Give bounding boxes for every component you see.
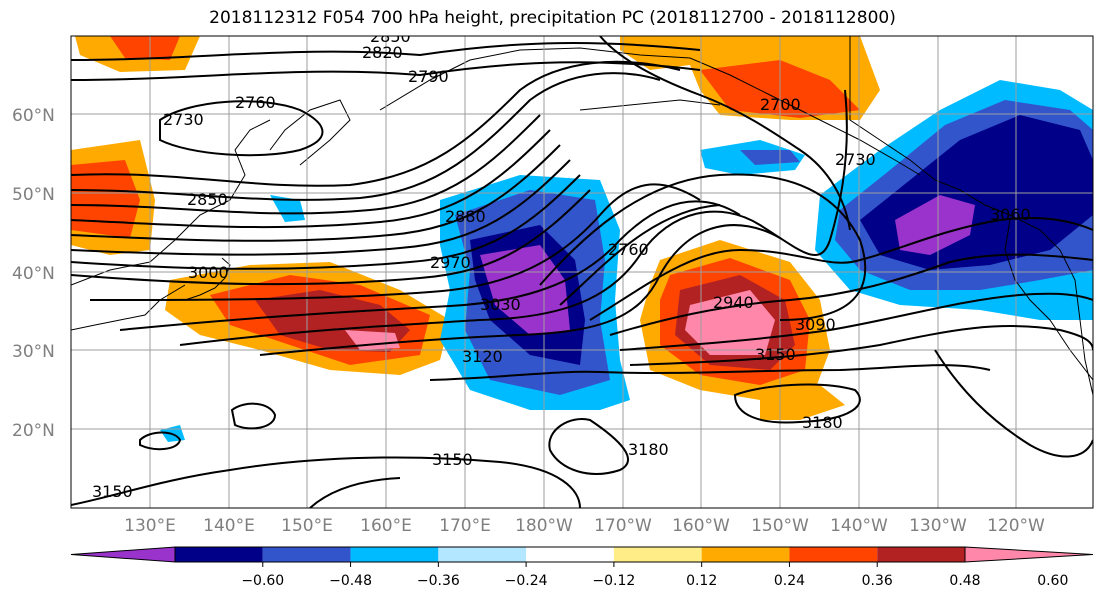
colorbar-tick-label: −0.36 bbox=[417, 573, 460, 589]
colorbar-tick-label: −0.60 bbox=[241, 573, 284, 589]
lon-label: 170°W bbox=[594, 516, 652, 536]
contour-label: 3150 bbox=[432, 450, 473, 469]
contour-label: 2850 bbox=[370, 27, 411, 46]
contour-label: 2790 bbox=[408, 67, 449, 86]
colorbar-segment bbox=[613, 547, 702, 562]
contour-label: 2730 bbox=[835, 150, 876, 169]
colorbar-tick-label: 0.60 bbox=[1037, 573, 1068, 589]
lon-label: 130°E bbox=[124, 516, 176, 536]
contour-label: 3180 bbox=[802, 413, 843, 432]
lat-label-50n: 50°N bbox=[12, 185, 55, 205]
contour-label: 2880 bbox=[445, 207, 486, 226]
longitude-labels: 130°E 140°E 150°E 160°E 170°E 180°W 170°… bbox=[124, 516, 1045, 536]
lon-label: 150°W bbox=[751, 516, 809, 536]
lon-label: 170°E bbox=[439, 516, 491, 536]
colorbar: −0.60 −0.48 −0.36 −0.24 −0.12 0.12 0.24 … bbox=[70, 546, 1094, 589]
colorbar-tick-label: 0.36 bbox=[862, 573, 893, 589]
contour-label: 3090 bbox=[795, 315, 836, 334]
colorbar-segment bbox=[262, 547, 351, 562]
colorbar-tick-label: 0.24 bbox=[774, 573, 805, 589]
lon-label: 130°W bbox=[909, 516, 967, 536]
contour-label: 2940 bbox=[713, 293, 754, 312]
contour-label: 3030 bbox=[480, 295, 521, 314]
contour-label: 2700 bbox=[760, 95, 801, 114]
contour-label: 2850 bbox=[187, 190, 228, 209]
contour-label: 2970 bbox=[430, 253, 471, 272]
lon-label: 160°E bbox=[360, 516, 412, 536]
colorbar-segment bbox=[175, 547, 263, 562]
lon-label: 140°W bbox=[830, 516, 888, 536]
lon-label: 120°W bbox=[987, 516, 1045, 536]
contour-label: 3000 bbox=[188, 263, 229, 282]
colorbar-frame bbox=[174, 546, 966, 563]
colorbar-ticks bbox=[262, 562, 878, 567]
lat-label-60n: 60°N bbox=[12, 106, 55, 126]
map-panel: 2820 2790 2760 2730 2850 3000 2880 2970 … bbox=[71, 27, 1093, 508]
contour-label: 2820 bbox=[362, 43, 403, 62]
contour-label: 3150 bbox=[92, 482, 133, 501]
lat-label-20n: 20°N bbox=[12, 421, 55, 441]
colorbar-segment bbox=[789, 547, 878, 562]
colorbar-segment bbox=[350, 547, 439, 562]
lat-label-30n: 30°N bbox=[12, 342, 55, 362]
colorbar-tick-label: −0.12 bbox=[592, 573, 635, 589]
graticule bbox=[71, 36, 1093, 508]
colorbar-boxes bbox=[70, 546, 1094, 563]
contour-label-group: 2820 2790 2760 2730 2850 3000 2880 2970 … bbox=[92, 27, 1031, 501]
contour-label: 3150 bbox=[755, 345, 796, 364]
contour-label: 3180 bbox=[628, 440, 669, 459]
lat-label-40n: 40°N bbox=[12, 264, 55, 284]
colorbar-tick-label: 0.12 bbox=[686, 573, 717, 589]
lon-label: 160°W bbox=[672, 516, 730, 536]
colorbar-tick-labels: −0.60 −0.48 −0.36 −0.24 −0.12 0.12 0.24 … bbox=[241, 573, 1068, 589]
colorbar-arrow-left bbox=[70, 546, 176, 563]
colorbar-segment bbox=[877, 547, 965, 562]
lon-label: 140°E bbox=[203, 516, 255, 536]
colorbar-tick-label: 0.48 bbox=[949, 573, 980, 589]
lon-label: 150°E bbox=[281, 516, 333, 536]
colorbar-tick-label: −0.48 bbox=[329, 573, 372, 589]
colorbar-segment bbox=[438, 547, 527, 562]
map-title: 2018112312 F054 700 hPa height, precipit… bbox=[209, 8, 896, 28]
colorbar-arrow-right bbox=[964, 546, 1094, 563]
contour-label: 2760 bbox=[608, 240, 649, 259]
colorbar-segment bbox=[526, 547, 614, 562]
contour-label: 3120 bbox=[462, 347, 503, 366]
height-contours bbox=[71, 36, 1093, 508]
contour-label: 2760 bbox=[235, 93, 276, 112]
lon-label: 180°W bbox=[515, 516, 573, 536]
colorbar-segment bbox=[701, 547, 790, 562]
contour-label: 3060 bbox=[990, 205, 1031, 224]
contour-label: 2730 bbox=[163, 110, 204, 129]
colorbar-tick-label: −0.24 bbox=[505, 573, 548, 589]
latitude-labels: 20°N 30°N 40°N 50°N 60°N bbox=[12, 106, 55, 441]
map-frame bbox=[70, 35, 1094, 509]
